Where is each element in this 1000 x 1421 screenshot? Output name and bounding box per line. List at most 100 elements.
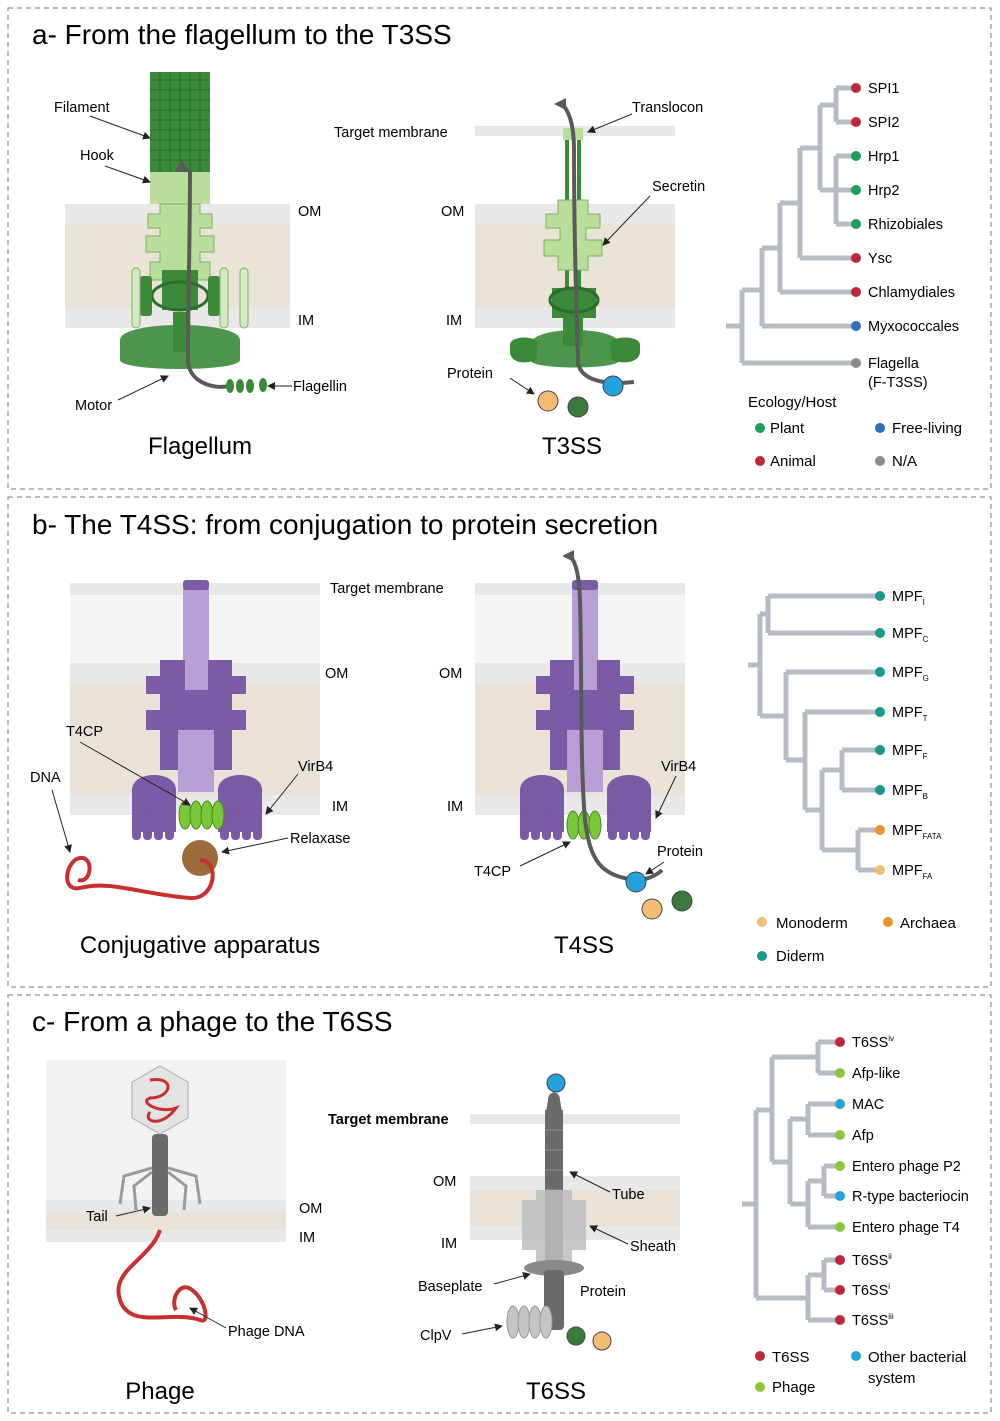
tree-a-legend-na: N/A xyxy=(875,453,917,470)
tree-b-tip: MPFT xyxy=(875,705,928,723)
tree-a-branch xyxy=(777,200,856,295)
tree-b-tip-dot xyxy=(875,825,885,835)
svg-text:Secretin: Secretin xyxy=(652,179,705,195)
t3ss-protein-blue xyxy=(602,375,624,397)
tree-a-branch xyxy=(759,245,856,329)
tree-b-tip-label: MPFI xyxy=(892,589,925,607)
t6ss-caption: T6SS xyxy=(526,1378,586,1405)
tree-c-tip: T6SSi xyxy=(835,1282,890,1299)
t3ss-label-target-membrane: Target membrane xyxy=(334,125,448,141)
t3ss-label-secretin: Secretin xyxy=(602,179,705,246)
tree-c-tip: MAC xyxy=(835,1097,884,1113)
tree-b-tip: MPFB xyxy=(875,783,928,801)
svg-text:Relaxase: Relaxase xyxy=(290,831,350,847)
svg-text:Monoderm: Monoderm xyxy=(776,915,848,932)
tree-c-tip-dot xyxy=(835,1068,845,1078)
panel-a-frame xyxy=(7,7,992,490)
tree-a-tip: SPI2 xyxy=(851,115,899,131)
conjugative-label-t4cp: T4CP xyxy=(66,724,191,806)
conjugative-label-virb4: VirB4 xyxy=(265,759,333,815)
svg-text:Phage DNA: Phage DNA xyxy=(228,1324,305,1340)
tree-b-tip-dot xyxy=(875,667,885,677)
tree-a-branch xyxy=(833,153,856,193)
svg-text:T4CP: T4CP xyxy=(474,864,511,880)
svg-text:Free-living: Free-living xyxy=(892,420,962,437)
tree-c-tip-label: MAC xyxy=(852,1097,884,1113)
tree-c-tip-label: Afp xyxy=(852,1128,874,1144)
tree-c-tip-superscript: iii xyxy=(888,1312,894,1321)
tree-b-tip-label: MPFF xyxy=(892,743,928,761)
svg-text:Archaea: Archaea xyxy=(900,915,957,932)
tree-b-branch xyxy=(765,593,880,636)
panel-b-frame xyxy=(7,496,992,988)
t6ss-label-im: IM xyxy=(441,1236,457,1252)
tree-a-branch xyxy=(833,190,856,227)
svg-text:Filament: Filament xyxy=(54,100,110,116)
tree-a-tip: Hrp1 xyxy=(851,149,899,165)
tree-c-tip-label: T6SSii xyxy=(852,1252,892,1269)
t4ss-caption: T4SS xyxy=(554,932,614,959)
tree-c-tip-dot xyxy=(835,1315,845,1325)
tree-b-tip-dot xyxy=(875,785,885,795)
t4ss-label-virb4: VirB4 xyxy=(655,759,696,819)
tree-a-legend: Ecology/Host Plant Free-living Animal N/… xyxy=(748,394,962,470)
tree-a-tip-dot xyxy=(851,83,861,93)
tree-a-tip: Myxococcales xyxy=(851,319,959,335)
conjugative-structure xyxy=(65,580,262,901)
panel-a-title: a- From the flagellum to the T3SS xyxy=(32,19,452,50)
tree-b-tip-subscript: G xyxy=(923,674,929,683)
svg-text:T6SS: T6SS xyxy=(772,1349,810,1366)
tree-a-tip-dot xyxy=(851,358,861,368)
tree-c-tip: T6SSii xyxy=(835,1252,892,1269)
tree-b-legend-diderm: Diderm xyxy=(757,948,824,965)
tree-a-tip-dot xyxy=(851,185,861,195)
tree-b-tip-subscript: C xyxy=(923,635,929,644)
tree-c-branch xyxy=(787,1116,808,1207)
t3ss-caption: T3SS xyxy=(542,433,602,460)
phage-label-dna: Phage DNA xyxy=(189,1307,305,1340)
svg-text:Translocon: Translocon xyxy=(632,100,703,116)
tree-a-tip-label: Rhizobiales xyxy=(868,217,943,233)
tree-b-tip-subscript: I xyxy=(923,598,925,607)
tree-b-legend: Monoderm Archaea Diderm xyxy=(757,915,957,965)
tree-b-legend-monoderm: Monoderm xyxy=(757,915,848,932)
tree-c-tip: Entero phage P2 xyxy=(835,1159,961,1175)
tree-b-branch xyxy=(783,669,880,763)
tree-c-legend-phage: Phage xyxy=(755,1379,815,1396)
tree-b-tip-subscript: FATA xyxy=(923,832,942,841)
flagellum-hook xyxy=(150,172,210,204)
t6ss-label-om: OM xyxy=(433,1174,456,1190)
t6ss-illustration xyxy=(470,1092,680,1339)
t3ss-protein-green xyxy=(567,396,589,418)
tree-c-tip-superscript: i xyxy=(888,1282,890,1291)
tree-b-tip-subscript: FA xyxy=(923,872,933,881)
flagellum-label-im: IM xyxy=(298,313,314,329)
tree-a-tip-dot xyxy=(851,287,861,297)
tree-b: MPFI MPFC MPFG MPFT MPFF MPFB MPFFATA MPFFA xyxy=(748,589,942,881)
panel-c-frame xyxy=(7,994,992,1414)
tree-a-branch xyxy=(833,85,856,125)
tree-a-tip-dot xyxy=(851,151,861,161)
t6ss-protein-blue xyxy=(546,1073,566,1093)
t6ss-label-clpv: ClpV xyxy=(420,1323,503,1344)
panel-c-title: c- From a phage to the T6SS xyxy=(32,1006,393,1037)
conjugative-caption: Conjugative apparatus xyxy=(80,932,320,959)
tree-c-tip-dot xyxy=(835,1222,845,1232)
tree-c-tip-label: Afp-like xyxy=(852,1066,900,1082)
tree-b-legend-archaea: Archaea xyxy=(883,915,957,932)
tree-c-tip-dot xyxy=(835,1191,845,1201)
tree-a-tip-label: Chlamydiales xyxy=(868,285,955,301)
phage-label-tail: Tail xyxy=(86,1205,151,1225)
tree-c-tips: T6SSiv Afp-like MAC Afp Entero phage P2 R-typ… xyxy=(835,1034,969,1329)
flagellum-label-filament: Filament xyxy=(54,100,151,140)
svg-text:Hook: Hook xyxy=(80,148,115,164)
svg-text:Motor: Motor xyxy=(75,398,112,414)
tree-c-branch xyxy=(805,1101,840,1138)
t6ss-label-target-membrane: Target membrane xyxy=(328,1112,449,1128)
tree-c-tip-label: T6SSiv xyxy=(852,1034,894,1051)
t4ss-protein-blue xyxy=(625,871,647,893)
tree-a-tip-label: SPI2 xyxy=(868,115,899,131)
tree-c: T6SSiv Afp-like MAC Afp Entero phage P2 R-typ… xyxy=(742,1034,969,1329)
flagellum-caption: Flagellum xyxy=(148,433,252,460)
